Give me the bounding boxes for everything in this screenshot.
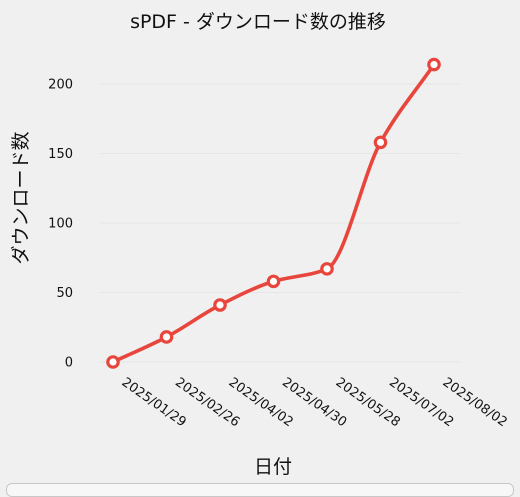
data-point [427, 57, 441, 72]
data-point [373, 135, 388, 150]
y-tick-label: 50 [56, 286, 73, 301]
data-point [159, 330, 174, 344]
y-tick-label: 200 [48, 78, 73, 93]
y-axis-ticks: 0 50 100 150 200 [48, 78, 73, 371]
y-tick-label: 100 [48, 217, 73, 232]
data-point [320, 262, 334, 276]
y-axis-label: ダウンロード数 [10, 131, 32, 264]
x-axis-label: 日付 [254, 456, 292, 478]
y-tick-label: 150 [48, 147, 73, 162]
data-point [266, 274, 281, 289]
bottom-panel-edge [6, 483, 514, 497]
x-axis-ticks: 2025/01/292025/02/262025/04/022025/04/30… [119, 375, 510, 430]
data-point [213, 298, 227, 312]
series-line [111, 62, 436, 364]
y-tick-label: 0 [65, 356, 73, 371]
chart-title: sPDF - ダウンロード数の推移 [130, 11, 386, 33]
data-point [106, 355, 120, 369]
data-points [106, 57, 441, 369]
grid [100, 83, 460, 363]
